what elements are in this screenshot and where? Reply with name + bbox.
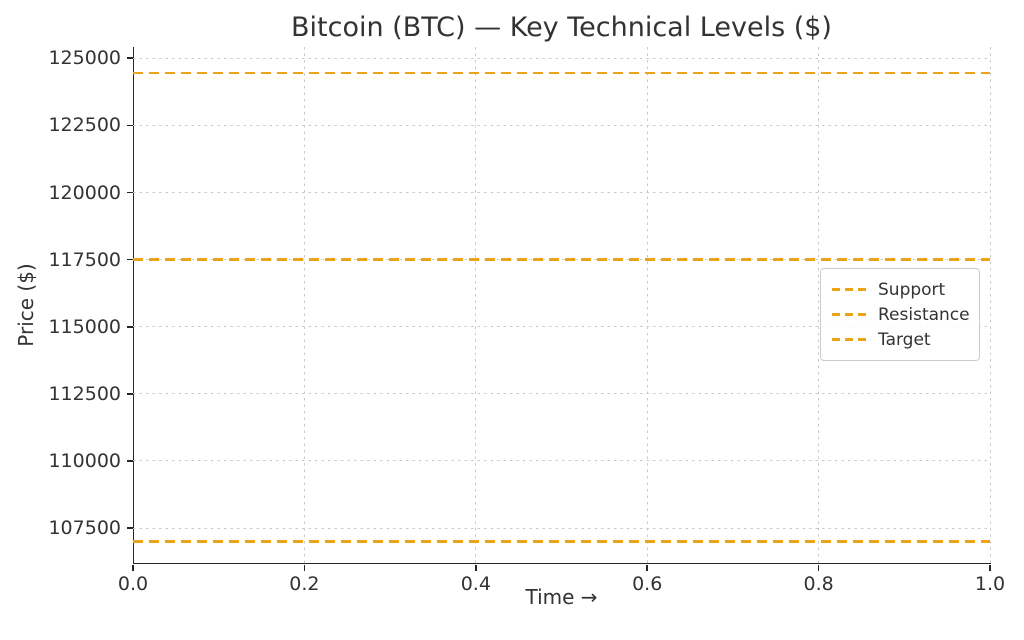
y-gridline <box>133 192 990 193</box>
y-gridline <box>133 527 990 529</box>
x-gridline <box>475 47 477 563</box>
y-tick-mark <box>127 191 133 194</box>
x-gridline <box>646 47 648 563</box>
x-tick-label: 0.6 <box>632 573 663 595</box>
legend-label: Target <box>878 329 931 350</box>
legend-item-support: Support <box>832 277 968 302</box>
y-gridline <box>133 460 990 462</box>
y-tick-mark <box>127 57 133 60</box>
y-gridline <box>133 393 990 395</box>
x-gridline <box>818 47 820 563</box>
hline-resistance <box>133 258 990 261</box>
y-tick-mark <box>127 393 133 395</box>
x-tick-mark <box>475 564 477 571</box>
y-tick-mark <box>127 258 133 261</box>
legend-item-resistance: Resistance <box>832 302 970 327</box>
dashed-line-icon <box>832 313 867 316</box>
y-tick-mark <box>127 460 133 462</box>
plot-area <box>133 47 991 564</box>
hline-target <box>133 71 990 75</box>
y-tick-label: 117500 <box>48 248 121 271</box>
legend-item-target: Target <box>832 327 968 352</box>
x-tick-label: 0.0 <box>117 573 149 595</box>
y-gridline <box>133 326 990 328</box>
x-tick-mark <box>646 564 648 571</box>
x-tick-label: 0.8 <box>803 573 834 595</box>
y-gridline <box>133 124 990 126</box>
dashed-line-icon <box>832 338 867 341</box>
x-tick-mark <box>817 564 820 571</box>
x-tick-mark <box>303 564 306 571</box>
legend-label: Support <box>878 279 946 300</box>
y-tick-label: 110000 <box>48 449 121 472</box>
hline-support <box>133 540 990 543</box>
y-gridline <box>133 57 990 59</box>
x-tick-label: 0.4 <box>460 573 491 595</box>
x-tick-mark <box>989 564 991 571</box>
y-tick-label: 125000 <box>48 47 121 70</box>
x-axis-label: Time → <box>525 585 598 609</box>
legend-label: Resistance <box>878 304 970 325</box>
dashed-line-icon <box>832 288 867 291</box>
y-tick-mark <box>127 325 133 328</box>
y-tick-label: 122500 <box>48 114 121 137</box>
y-tick-mark <box>127 527 133 529</box>
x-tick-label: 0.2 <box>289 573 320 595</box>
y-tick-label: 115000 <box>48 315 121 338</box>
x-gridline <box>989 47 991 563</box>
x-tick-label: 1.0 <box>974 573 1006 595</box>
chart-title: Bitcoin (BTC) — Key Technical Levels ($) <box>291 12 832 43</box>
y-tick-label: 112500 <box>48 382 121 405</box>
x-gridline <box>303 47 305 563</box>
y-tick-mark <box>127 124 133 127</box>
x-tick-mark <box>132 564 134 571</box>
y-tick-label: 120000 <box>48 181 121 204</box>
legend: Support Resistance Target <box>820 268 980 361</box>
y-tick-label: 107500 <box>48 517 121 540</box>
